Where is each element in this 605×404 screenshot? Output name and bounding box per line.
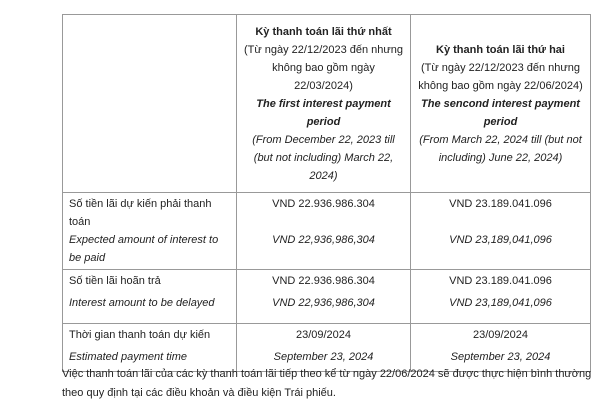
label-vi: Số tiền lãi dự kiến phải thanh toán <box>69 198 212 228</box>
row: Số tiền lãi dự kiến phải thanh toán Expec… <box>62 192 591 270</box>
label-en: Interest amount to be delayed <box>69 297 215 309</box>
title-vi: Kỳ thanh toán lãi thứ hai <box>436 43 565 56</box>
period-vi: (Từ ngày 22/12/2023 đến nhưng không bao … <box>418 61 583 92</box>
value-vi: VND 23.189.041.096 <box>449 275 552 287</box>
value-en: VND 23,189,041,096 <box>449 297 552 309</box>
value-vi: VND 23.189.041.096 <box>449 198 552 210</box>
header-row: Kỳ thanh toán lãi thứ nhất (Từ ngày 22/1… <box>62 14 591 193</box>
value-vi: 23/09/2024 <box>472 329 529 341</box>
value-cell: 23/09/2024 September 23, 2024 <box>236 323 411 372</box>
value-en: September 23, 2024 <box>273 351 374 363</box>
value-cell: VND 23.189.041.096 VND 23,189,041,096 <box>410 269 591 324</box>
label-vi: Số tiền lãi hoãn trả <box>69 275 161 287</box>
title-en: The sencond interest payment period <box>421 97 580 128</box>
period-en: (From March 22, 2024 till (but not inclu… <box>419 133 582 164</box>
label-en: Estimated payment time <box>69 351 187 363</box>
value-vi: VND 22.936.986.304 <box>272 198 375 210</box>
row: Thời gian thanh toán dự kiến Estimated pa… <box>62 323 591 372</box>
label-en: Expected amount of interest to be paid <box>69 234 219 264</box>
label-vi: Thời gian thanh toán dự kiến <box>69 329 211 341</box>
interest-table: Kỳ thanh toán lãi thứ nhất (Từ ngày 22/1… <box>62 14 591 372</box>
value-vi: VND 22.936.986.304 <box>272 275 375 287</box>
value-en: VND 22,936,986,304 <box>272 297 375 309</box>
title-en: The first interest payment period <box>256 97 391 128</box>
label-cell: Số tiền lãi dự kiến phải thanh toán Expec… <box>62 192 237 270</box>
period-vi: (Từ ngày 22/12/2023 đến nhưng không bao … <box>243 43 404 92</box>
header-cell: Kỳ thanh toán lãi thứ nhất (Từ ngày 22/1… <box>236 14 411 193</box>
value-cell: 23/09/2024 September 23, 2024 <box>410 323 591 372</box>
value-vi: 23/09/2024 <box>295 329 352 341</box>
empty-cell <box>62 14 237 193</box>
value-en: September 23, 2024 <box>450 351 551 363</box>
value-cell: VND 23.189.041.096 VND 23,189,041,096 <box>410 192 591 270</box>
note: Việc thanh toán lãi của các kỳ thanh toá… <box>62 368 592 399</box>
title-vi: Kỳ thanh toán lãi thứ nhất <box>255 25 392 38</box>
value-cell: VND 22.936.986.304 VND 22,936,986,304 <box>236 269 411 324</box>
header-cell: Kỳ thanh toán lãi thứ hai (Từ ngày 22/12… <box>410 14 591 193</box>
value-en: VND 22,936,986,304 <box>272 234 375 246</box>
label-cell: Thời gian thanh toán dự kiến Estimated pa… <box>62 323 237 372</box>
label-cell: Số tiền lãi hoãn trả Interest amount to b… <box>62 269 237 324</box>
period-en: (From December 22, 2023 till (but not in… <box>252 133 395 182</box>
row: Số tiền lãi hoãn trả Interest amount to b… <box>62 269 591 324</box>
value-en: VND 23,189,041,096 <box>449 234 552 246</box>
value-cell: VND 22.936.986.304 VND 22,936,986,304 <box>236 192 411 270</box>
